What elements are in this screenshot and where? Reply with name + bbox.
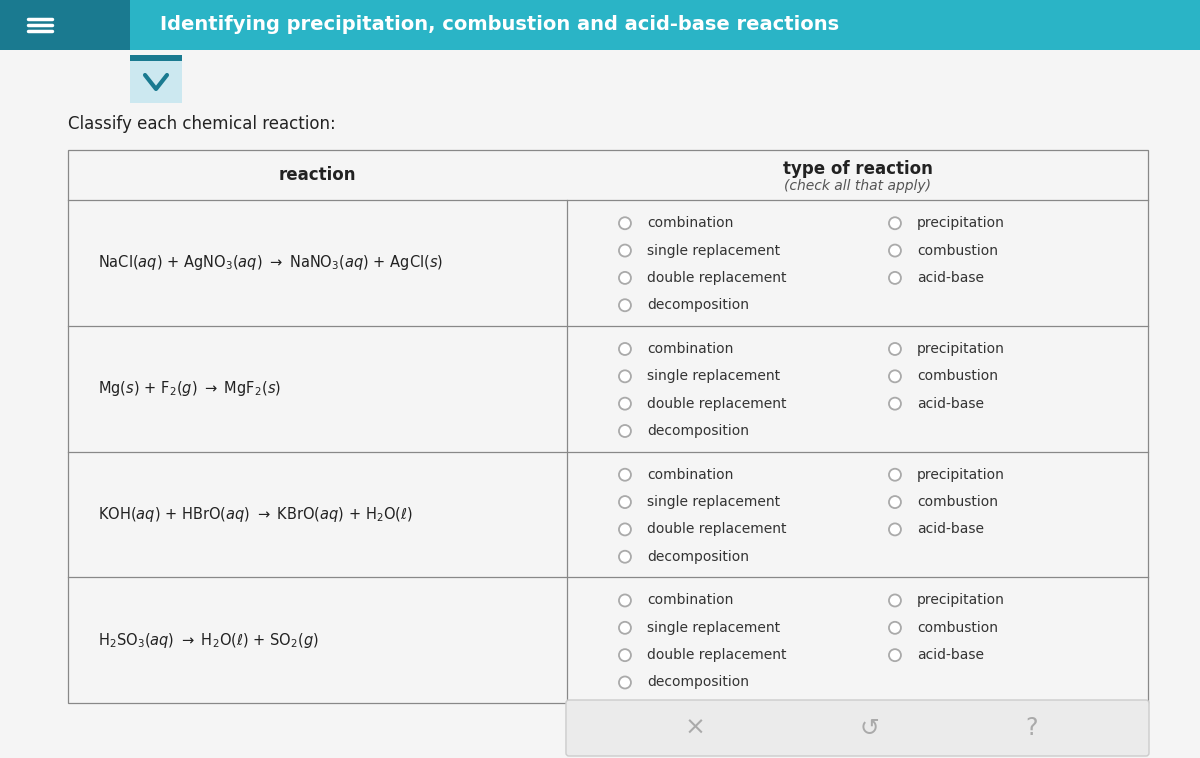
Text: combination: combination (647, 216, 733, 230)
Text: acid-base: acid-base (917, 271, 984, 285)
Text: decomposition: decomposition (647, 424, 749, 438)
Text: combustion: combustion (917, 369, 998, 384)
Circle shape (619, 218, 631, 229)
Circle shape (619, 245, 631, 256)
Circle shape (889, 468, 901, 481)
Bar (130, 61, 182, 103)
Text: acid-base: acid-base (917, 522, 984, 537)
Text: single replacement: single replacement (647, 495, 780, 509)
Text: (check all that apply): (check all that apply) (784, 179, 931, 193)
Text: single replacement: single replacement (647, 369, 780, 384)
Circle shape (619, 676, 631, 688)
Circle shape (619, 524, 631, 535)
Bar (68, 150, 1148, 703)
Text: combination: combination (647, 468, 733, 482)
Text: combination: combination (647, 342, 733, 356)
Circle shape (889, 245, 901, 256)
Text: type of reaction: type of reaction (782, 160, 932, 178)
Text: Mg$(s)$ + F$_2(g)$ $\rightarrow$ MgF$_2(s)$: Mg$(s)$ + F$_2(g)$ $\rightarrow$ MgF$_2(… (98, 379, 281, 398)
Text: precipitation: precipitation (917, 594, 1004, 607)
Circle shape (619, 649, 631, 661)
Circle shape (889, 496, 901, 508)
Text: combustion: combustion (917, 495, 998, 509)
Circle shape (619, 299, 631, 312)
Circle shape (619, 551, 631, 562)
FancyBboxPatch shape (566, 700, 1150, 756)
Text: acid-base: acid-base (917, 648, 984, 662)
Circle shape (619, 371, 631, 382)
Circle shape (889, 398, 901, 409)
Text: combustion: combustion (917, 243, 998, 258)
Circle shape (619, 398, 631, 409)
Text: double replacement: double replacement (647, 271, 786, 285)
Text: H$_2$SO$_3(aq)$ $\rightarrow$ H$_2$O$(\ell)$ + SO$_2(g)$: H$_2$SO$_3(aq)$ $\rightarrow$ H$_2$O$(\e… (98, 631, 319, 650)
Text: ×: × (684, 716, 706, 740)
Text: double replacement: double replacement (647, 396, 786, 411)
Bar (0, 0, 130, 50)
Circle shape (889, 272, 901, 284)
Circle shape (619, 622, 631, 634)
Circle shape (889, 649, 901, 661)
Circle shape (619, 343, 631, 355)
Circle shape (619, 468, 631, 481)
Circle shape (889, 218, 901, 229)
Text: precipitation: precipitation (917, 342, 1004, 356)
Text: ?: ? (1026, 716, 1038, 740)
Text: single replacement: single replacement (647, 621, 780, 634)
Text: acid-base: acid-base (917, 396, 984, 411)
Circle shape (889, 594, 901, 606)
Text: combination: combination (647, 594, 733, 607)
Bar (0, 0, 1200, 50)
Text: single replacement: single replacement (647, 243, 780, 258)
Text: decomposition: decomposition (647, 675, 749, 690)
Text: combustion: combustion (917, 621, 998, 634)
Bar (130, 55, 182, 61)
Text: double replacement: double replacement (647, 522, 786, 537)
Text: Identifying precipitation, combustion and acid-base reactions: Identifying precipitation, combustion an… (160, 15, 839, 35)
Circle shape (889, 371, 901, 382)
Text: NaCl$(aq)$ + AgNO$_3(aq)$ $\rightarrow$ NaNO$_3(aq)$ + AgCl$(s)$: NaCl$(aq)$ + AgNO$_3(aq)$ $\rightarrow$ … (98, 253, 443, 272)
Text: KOH$(aq)$ + HBrO$(aq)$ $\rightarrow$ KBrO$(aq)$ + H$_2$O$(\ell)$: KOH$(aq)$ + HBrO$(aq)$ $\rightarrow$ KBr… (98, 505, 413, 524)
Text: decomposition: decomposition (647, 298, 749, 312)
Text: reaction: reaction (278, 166, 356, 184)
Circle shape (619, 594, 631, 606)
Text: decomposition: decomposition (647, 550, 749, 564)
Circle shape (619, 272, 631, 284)
Text: ↺: ↺ (859, 716, 878, 740)
Text: precipitation: precipitation (917, 216, 1004, 230)
Circle shape (889, 524, 901, 535)
Circle shape (889, 622, 901, 634)
Circle shape (889, 343, 901, 355)
Text: Classify each chemical reaction:: Classify each chemical reaction: (68, 115, 336, 133)
Text: double replacement: double replacement (647, 648, 786, 662)
Text: precipitation: precipitation (917, 468, 1004, 482)
Circle shape (619, 496, 631, 508)
Circle shape (619, 425, 631, 437)
